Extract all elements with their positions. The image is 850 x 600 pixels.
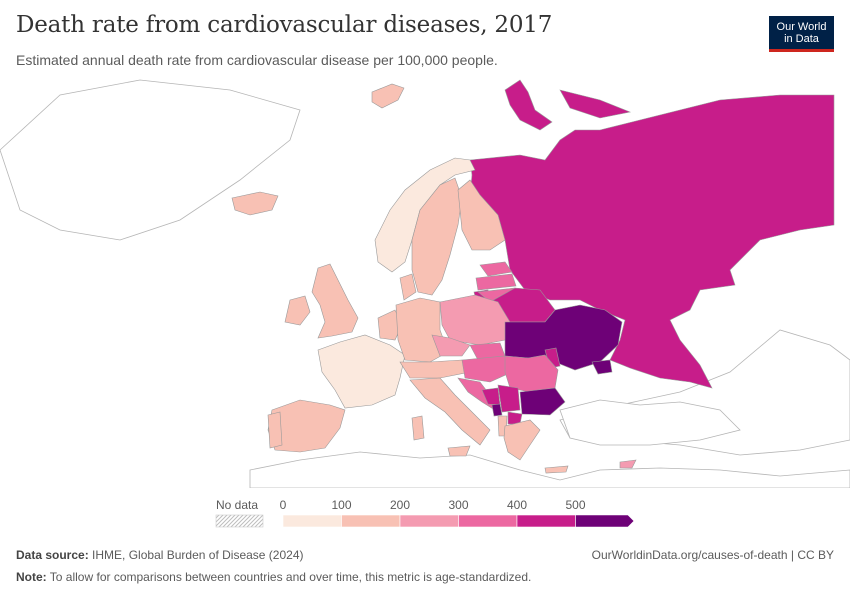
legend-bin-2 bbox=[399, 514, 459, 528]
country-montenegro[interactable] bbox=[491, 403, 503, 417]
country-crete[interactable] bbox=[544, 465, 569, 474]
country-norway[interactable] bbox=[374, 157, 476, 273]
country-hungary[interactable] bbox=[461, 355, 513, 383]
footer-url[interactable]: OurWorldinData.org/causes-of-death | CC … bbox=[591, 548, 834, 562]
country-latvia[interactable] bbox=[475, 273, 517, 291]
owid-logo[interactable]: Our World in Data bbox=[769, 16, 834, 52]
chart-subtitle: Estimated annual death rate from cardiov… bbox=[16, 52, 498, 68]
country-denmark[interactable] bbox=[399, 273, 417, 301]
legend-bin-5 bbox=[575, 514, 635, 528]
country-france[interactable] bbox=[317, 334, 406, 409]
legend-tick-300: 300 bbox=[448, 498, 469, 512]
footer-note: Note: To allow for comparisons between c… bbox=[16, 570, 531, 584]
legend-tick-0: 0 bbox=[279, 498, 287, 512]
legend-tick-100: 100 bbox=[331, 498, 352, 512]
legend-tick-200: 200 bbox=[389, 498, 411, 512]
legend: No data 0 100 200 300 400 500 bbox=[0, 490, 850, 535]
legend-bin-1 bbox=[341, 514, 401, 528]
legend-bin-0 bbox=[282, 514, 342, 528]
country-italy[interactable] bbox=[409, 377, 491, 446]
country-switzerland-austria[interactable] bbox=[399, 359, 471, 379]
country-estonia[interactable] bbox=[479, 261, 513, 277]
legend-bin-3 bbox=[458, 514, 518, 528]
country-sicily[interactable] bbox=[447, 445, 471, 457]
country-romania[interactable] bbox=[504, 354, 559, 393]
legend-no-data-label: No data bbox=[216, 498, 259, 512]
country-uk[interactable] bbox=[311, 263, 359, 339]
north-africa-outline bbox=[249, 451, 850, 488]
country-russia-novaya-zemlya[interactable] bbox=[504, 79, 553, 131]
footer-source: Data source: IHME, Global Burden of Dise… bbox=[16, 548, 303, 562]
country-portugal[interactable] bbox=[267, 411, 283, 449]
legend-tick-500: 500 bbox=[565, 498, 586, 512]
svalbard-outline bbox=[371, 83, 405, 109]
country-sweden[interactable] bbox=[411, 177, 463, 296]
country-iceland[interactable] bbox=[231, 191, 279, 216]
footer-source-text: IHME, Global Burden of Disease (2024) bbox=[92, 548, 304, 562]
logo-accent-bar bbox=[769, 49, 834, 52]
footer-source-label: Data source: bbox=[16, 548, 89, 562]
choropleth-map[interactable] bbox=[0, 68, 850, 488]
country-russia-north-coast[interactable] bbox=[559, 89, 632, 119]
footer-note-label: Note: bbox=[16, 570, 47, 584]
country-greece[interactable] bbox=[503, 419, 541, 461]
legend-no-data-swatch bbox=[215, 514, 264, 528]
logo-line-1: Our World bbox=[776, 21, 827, 33]
legend-bin-4 bbox=[516, 514, 576, 528]
legend-tick-400: 400 bbox=[506, 498, 528, 512]
country-finland[interactable] bbox=[457, 179, 506, 251]
country-bulgaria[interactable] bbox=[519, 387, 566, 416]
country-serbia[interactable] bbox=[497, 384, 521, 413]
country-czechia[interactable] bbox=[431, 334, 471, 357]
country-sardinia[interactable] bbox=[411, 415, 425, 441]
country-ireland[interactable] bbox=[284, 295, 311, 326]
legend-swatches bbox=[215, 514, 635, 528]
chart-title: Death rate from cardiovascular diseases,… bbox=[16, 12, 553, 38]
country-turkey-outline bbox=[559, 399, 741, 446]
greenland-outline bbox=[0, 79, 301, 241]
logo-line-2: in Data bbox=[784, 33, 819, 45]
country-cyprus[interactable] bbox=[619, 459, 637, 469]
footer-note-text: To allow for comparisons between countri… bbox=[49, 570, 532, 584]
country-crimea[interactable] bbox=[591, 359, 613, 375]
